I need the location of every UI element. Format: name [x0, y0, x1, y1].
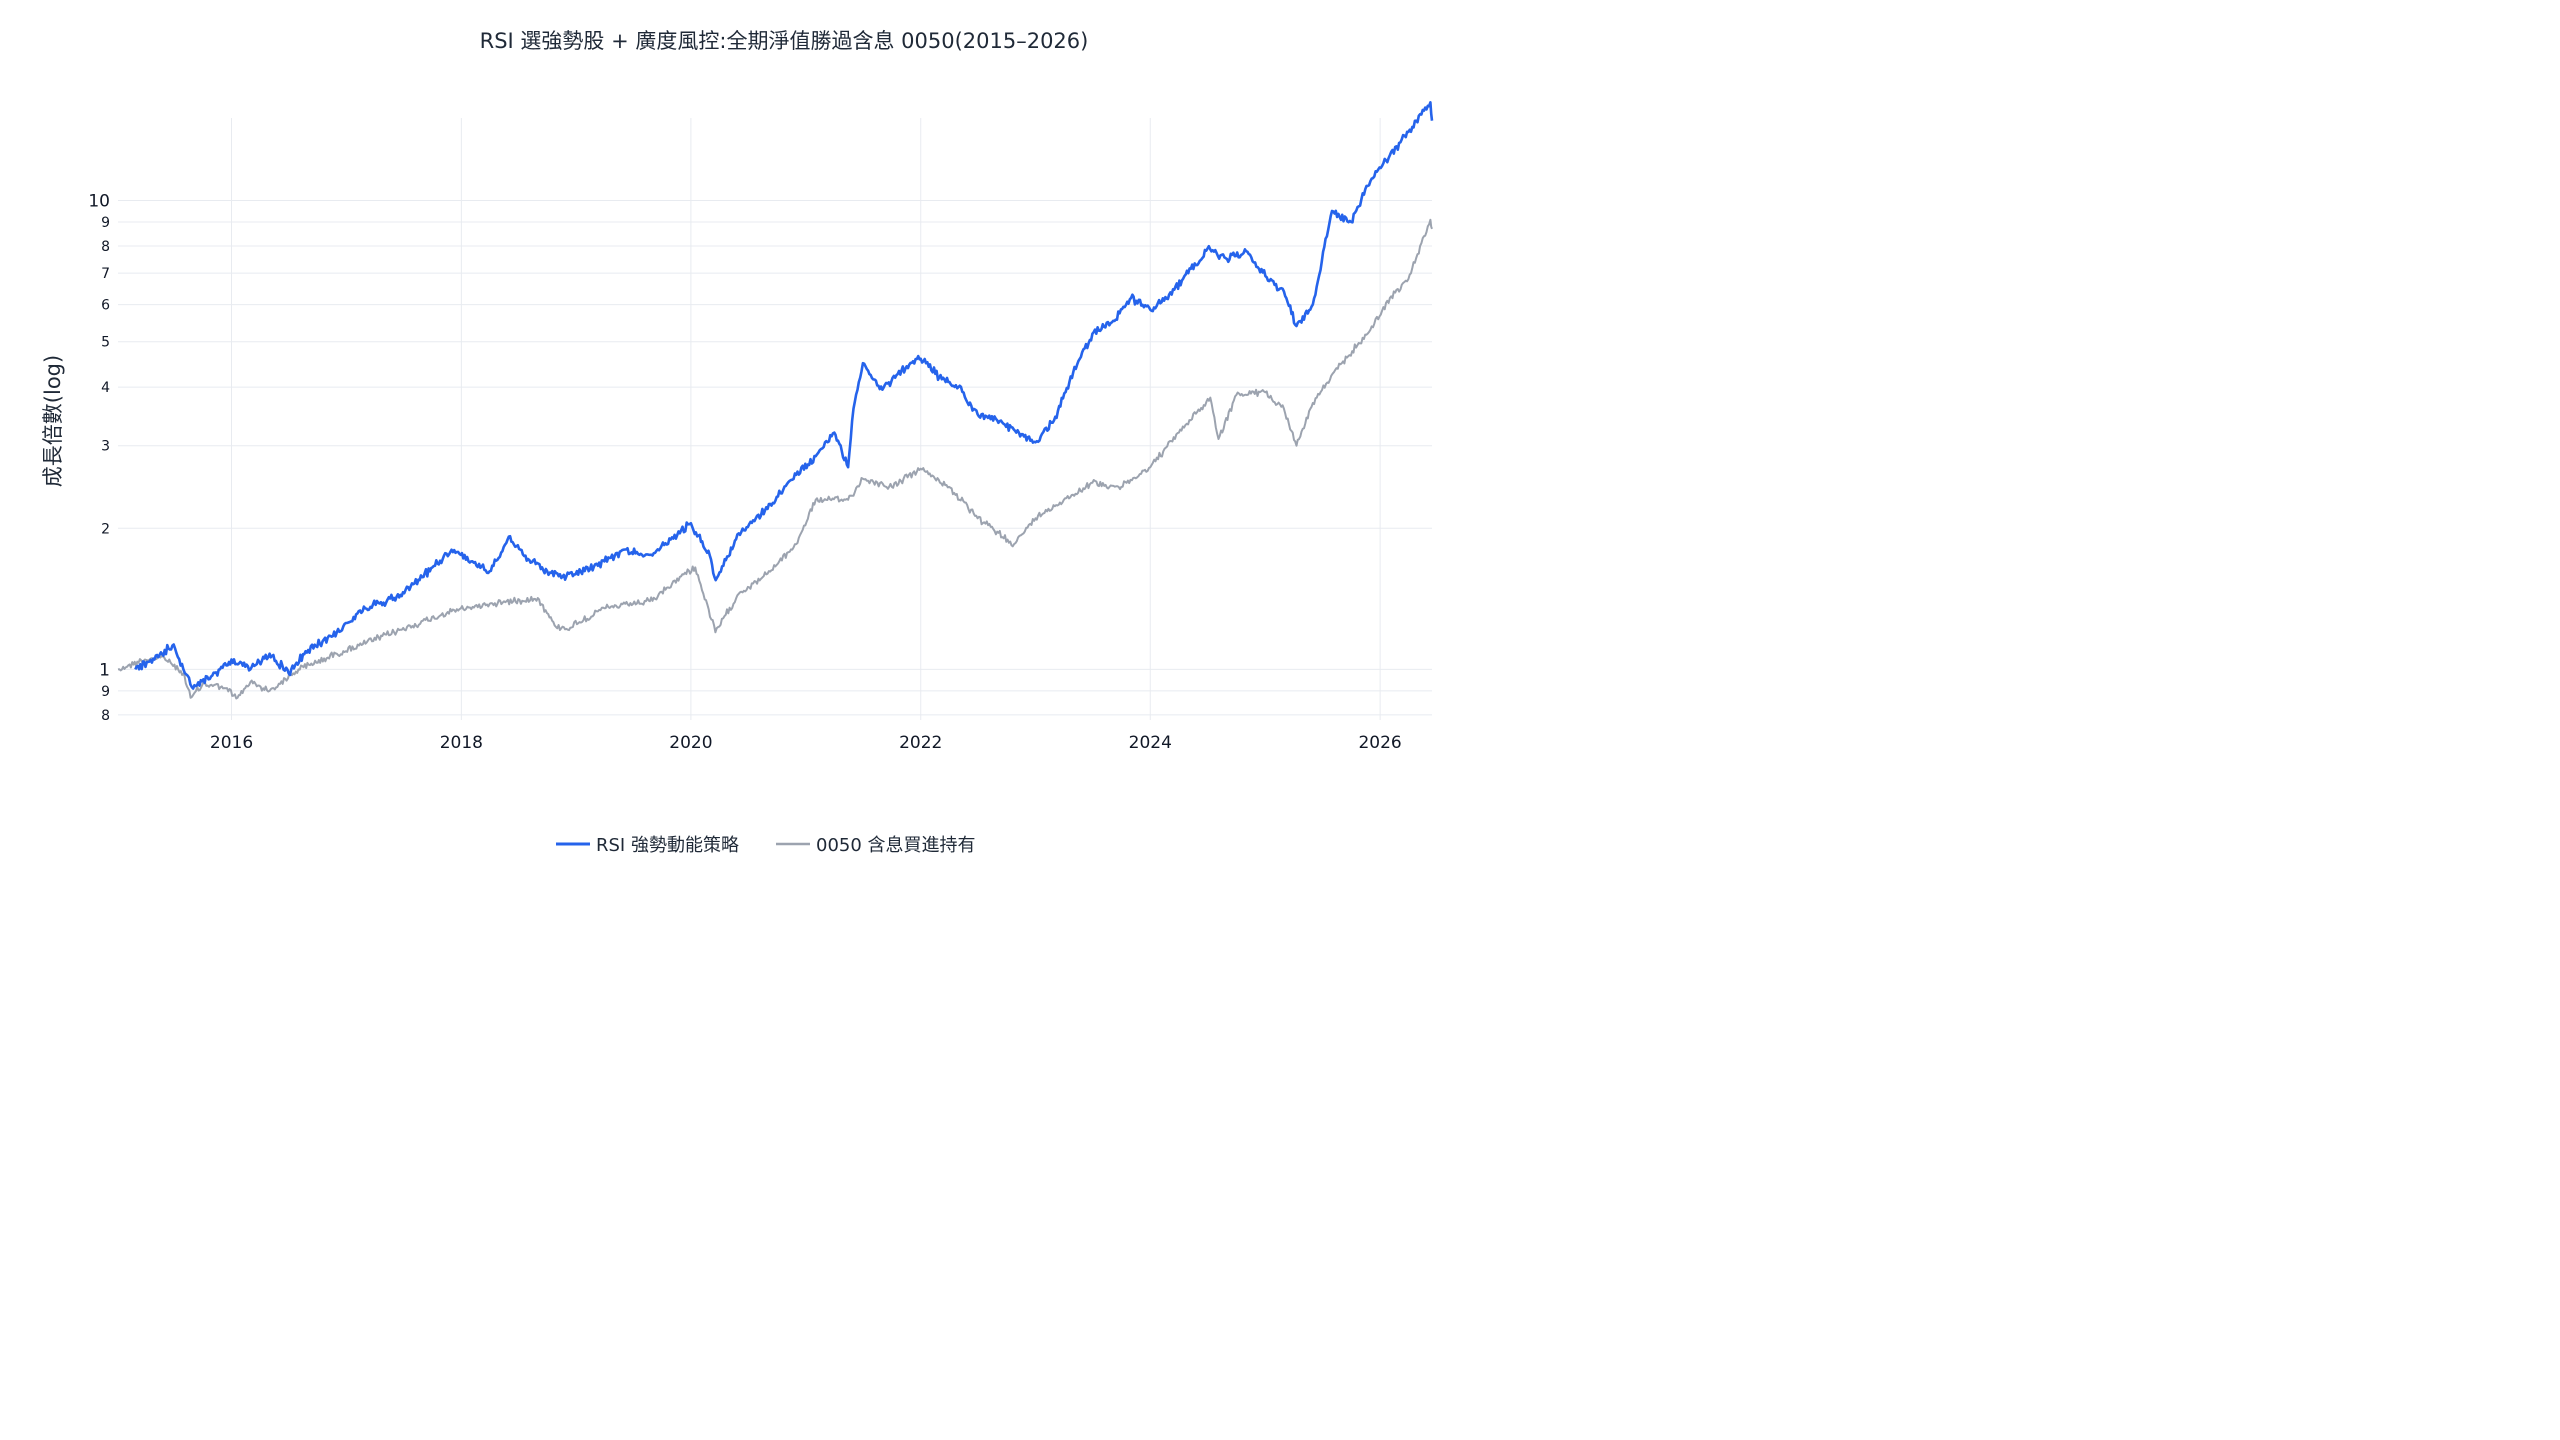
line-chart: RSI 選強勢股 + 廣度風控:全期淨值勝過含息 0050(2015–2026)…	[41, 29, 1434, 856]
series-layer	[117, 101, 1434, 700]
y-tick-label: 9	[101, 215, 110, 231]
chart-container: RSI 選強勢股 + 廣度風控:全期淨值勝過含息 0050(2015–2026)…	[0, 0, 1568, 882]
y-tick-label: 4	[101, 380, 110, 396]
grid	[118, 118, 1432, 720]
legend[interactable]: RSI 強勢動能策略 0050 含息買進持有	[556, 835, 976, 856]
legend-label: RSI 強勢動能策略	[596, 835, 739, 856]
y-axis-label: 成長倍數(log)	[41, 355, 65, 487]
y-tick-label: 8	[101, 239, 110, 255]
chart-title: RSI 選強勢股 + 廣度風控:全期淨值勝過含息 0050(2015–2026)	[480, 29, 1089, 53]
series-line-rsi-strategy	[134, 101, 1434, 690]
y-axis-ticks: 8 9 1 2 3 4 5 6 7 8 9 10	[88, 192, 110, 724]
x-tick-label: 2018	[440, 733, 483, 753]
y-tick-label: 10	[88, 192, 110, 212]
x-tick-label: 2020	[669, 733, 712, 753]
y-tick-label: 9	[101, 684, 110, 700]
y-tick-label: 6	[101, 298, 110, 314]
x-tick-label: 2022	[899, 733, 942, 753]
x-axis-ticks: 2016 2018 2020 2022 2024 2026	[210, 733, 1402, 753]
x-tick-label: 2026	[1358, 733, 1401, 753]
y-tick-label: 8	[101, 708, 110, 724]
series-line-0050-benchmark	[117, 218, 1433, 700]
y-tick-label: 1	[99, 660, 110, 680]
x-tick-label: 2024	[1129, 733, 1172, 753]
y-tick-label: 2	[101, 521, 110, 537]
x-tick-label: 2016	[210, 733, 253, 753]
legend-label: 0050 含息買進持有	[816, 835, 976, 856]
y-tick-label: 7	[101, 266, 110, 282]
legend-item-rsi-strategy[interactable]: RSI 強勢動能策略	[556, 835, 739, 856]
legend-item-0050-benchmark[interactable]: 0050 含息買進持有	[776, 835, 976, 856]
y-tick-label: 3	[101, 439, 110, 455]
y-tick-label: 5	[101, 335, 110, 351]
